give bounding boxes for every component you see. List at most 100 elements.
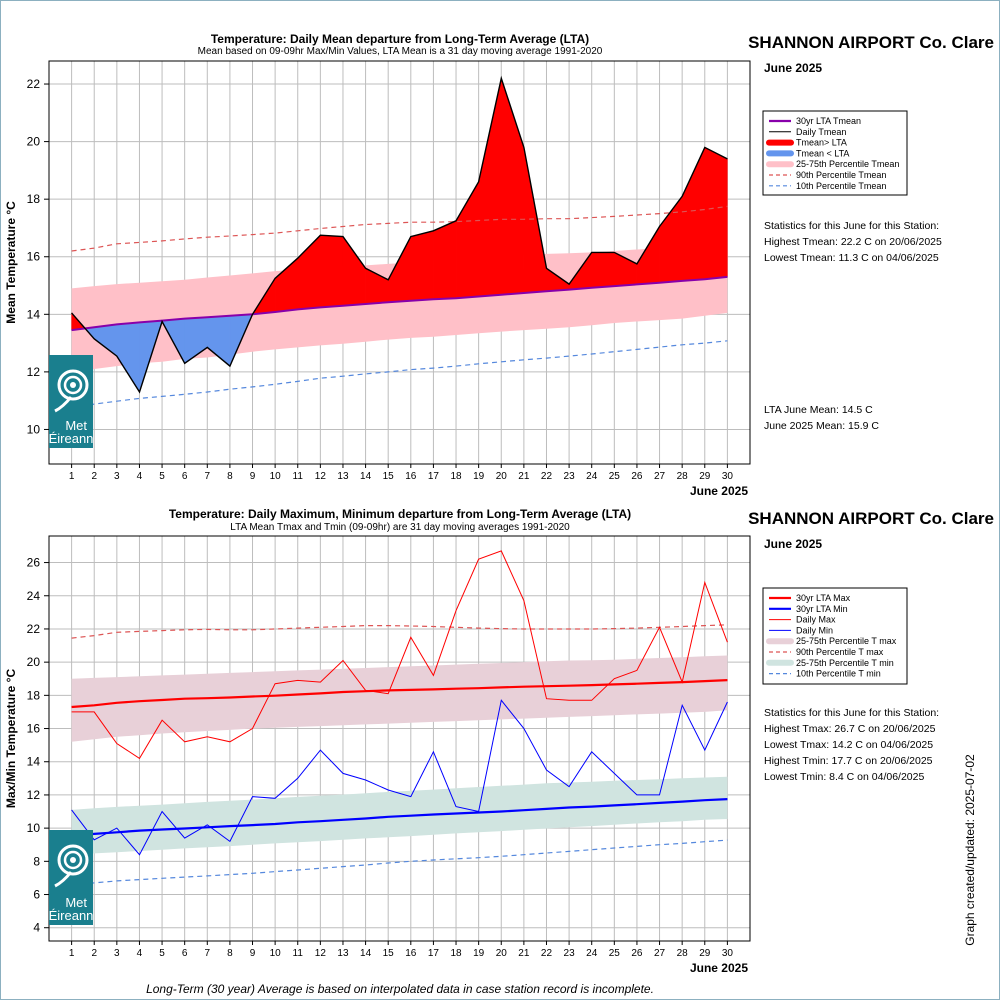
legend-label: Tmean> LTA bbox=[796, 138, 847, 148]
x-tick-label: 14 bbox=[360, 948, 372, 959]
x-tick-label: 7 bbox=[205, 948, 211, 959]
chart-subtitle: Mean based on 09-09hr Max/Min Values, LT… bbox=[198, 46, 603, 57]
p10-tmin-line bbox=[71, 839, 728, 886]
chart-title: Temperature: Daily Maximum, Minimum depa… bbox=[169, 507, 631, 521]
x-tick-label: 25 bbox=[609, 948, 621, 959]
fill-above-lta bbox=[591, 252, 615, 289]
x-tick-label: 15 bbox=[383, 948, 395, 959]
x-tick-label: 16 bbox=[405, 948, 417, 959]
swirl-outer-ring bbox=[57, 369, 89, 401]
statistics-line: Statistics for this June for this Statio… bbox=[764, 220, 939, 232]
statistics-line: Lowest Tmean: 11.3 C on 04/06/2025 bbox=[764, 252, 939, 264]
y-tick-label: 22 bbox=[27, 77, 41, 91]
x-tick-label: 10 bbox=[270, 948, 282, 959]
y-axis-label: Mean Temperature °C bbox=[4, 201, 18, 324]
y-tick-label: 14 bbox=[27, 755, 41, 769]
swirl-core bbox=[70, 382, 76, 388]
x-tick-label: 23 bbox=[564, 948, 576, 959]
x-tick-label: 19 bbox=[473, 948, 485, 959]
fill-above-lta bbox=[410, 230, 434, 302]
y-tick-label: 8 bbox=[33, 854, 40, 868]
legend-label: 25-75th Percentile Tmean bbox=[796, 159, 899, 169]
legend-box bbox=[762, 587, 908, 685]
y-tick-label: 18 bbox=[27, 688, 41, 702]
x-tick-label: 16 bbox=[405, 471, 417, 482]
legend-label: 10th Percentile T min bbox=[796, 669, 881, 679]
x-tick-label: 23 bbox=[564, 471, 576, 482]
x-tick-label: 6 bbox=[182, 948, 188, 959]
x-tick-label: 27 bbox=[654, 948, 666, 959]
x-tick-label: 24 bbox=[586, 471, 598, 482]
y-tick-label: 24 bbox=[27, 589, 41, 603]
fill-above-lta bbox=[704, 146, 728, 280]
legend-label: 25-75th Percentile T max bbox=[796, 636, 897, 646]
x-tick-label: 3 bbox=[114, 471, 120, 482]
x-tick-label: 4 bbox=[137, 471, 143, 482]
x-tick-label: 27 bbox=[654, 471, 666, 482]
y-tick-label: 16 bbox=[27, 250, 41, 264]
x-tick-label: 1 bbox=[69, 948, 75, 959]
x-tick-label: 15 bbox=[383, 471, 395, 482]
legend-label: 90th Percentile Tmean bbox=[796, 170, 886, 180]
x-tick-label: 11 bbox=[293, 471, 304, 482]
lta-max-line bbox=[71, 679, 728, 709]
x-tick-label: 22 bbox=[541, 948, 553, 959]
station-name: SHANNON AIRPORT Co. Clare bbox=[748, 509, 994, 528]
y-tick-label: 16 bbox=[27, 722, 41, 736]
month-label: June 2025 bbox=[764, 537, 822, 551]
footer-note: Long-Term (30 year) Average is based on … bbox=[146, 982, 654, 996]
y-tick-label: 10 bbox=[27, 821, 41, 835]
p90-tmax-line bbox=[71, 624, 728, 639]
legend-label: 25-75th Percentile T min bbox=[796, 658, 894, 668]
x-tick-label: 13 bbox=[337, 471, 349, 482]
x-tick-label: 3 bbox=[114, 948, 120, 959]
statistics-line: Highest Tmax: 26.7 C on 20/06/2025 bbox=[764, 723, 936, 735]
y-tick-label: 4 bbox=[33, 921, 40, 935]
legend-label: 30yr LTA Tmean bbox=[796, 116, 861, 126]
plot-area bbox=[49, 536, 750, 941]
legend-label: Daily Min bbox=[796, 625, 833, 635]
fill-above-lta bbox=[320, 234, 344, 308]
statistics-line: Highest Tmean: 22.2 C on 20/06/2025 bbox=[764, 236, 942, 248]
lta-min-line bbox=[71, 798, 728, 837]
x-tick-label: 17 bbox=[428, 948, 440, 959]
logo-text-eireann: Éireann bbox=[49, 431, 94, 446]
swirl-core bbox=[70, 857, 76, 863]
daily-max-line bbox=[71, 550, 728, 760]
legend-label: Daily Tmean bbox=[796, 127, 846, 137]
x-tick-label: 5 bbox=[159, 948, 165, 959]
legend-label: 10th Percentile Tmean bbox=[796, 181, 886, 191]
logo-text-eireann: Éireann bbox=[49, 908, 94, 923]
x-tick-label: 2 bbox=[91, 948, 97, 959]
x-tick-label: 5 bbox=[159, 471, 165, 482]
x-tick-label: 18 bbox=[450, 948, 462, 959]
chart-panel-2: Temperature: Daily Maximum, Minimum depa… bbox=[4, 507, 994, 975]
legend-label: 30yr LTA Max bbox=[796, 593, 851, 603]
x-tick-label: 9 bbox=[250, 471, 256, 482]
graph-updated-note: Graph created/updated: 2025-07-02 bbox=[963, 754, 977, 946]
x-tick-label: 12 bbox=[315, 471, 327, 482]
plot-border bbox=[48, 535, 751, 942]
x-tick-label: 28 bbox=[677, 948, 689, 959]
x-tick-label: 4 bbox=[137, 948, 143, 959]
x-tick-label: 30 bbox=[722, 471, 734, 482]
x-tick-label: 11 bbox=[293, 948, 304, 959]
x-tick-label: 28 bbox=[677, 471, 689, 482]
monthly-mean-line: LTA June Mean: 14.5 C bbox=[764, 404, 873, 416]
x-tick-label: 26 bbox=[631, 471, 643, 482]
chart-panel-1: Temperature: Daily Mean departure from L… bbox=[4, 32, 994, 498]
x-tick-label: 21 bbox=[518, 948, 530, 959]
y-tick-label: 12 bbox=[27, 788, 41, 802]
x-tick-label: 14 bbox=[360, 471, 372, 482]
x-tick-label: 19 bbox=[473, 471, 485, 482]
x-tick-label: 1 bbox=[69, 471, 75, 482]
legend-label: 30yr LTA Min bbox=[796, 604, 848, 614]
statistics-line: Highest Tmin: 17.7 C on 20/06/2025 bbox=[764, 755, 933, 767]
swirl-inner-ring bbox=[63, 375, 83, 395]
met-eireann-swirl-icon bbox=[54, 844, 89, 888]
y-axis-label: Max/Min Temperature °C bbox=[4, 669, 18, 809]
x-tick-label: 8 bbox=[227, 948, 233, 959]
